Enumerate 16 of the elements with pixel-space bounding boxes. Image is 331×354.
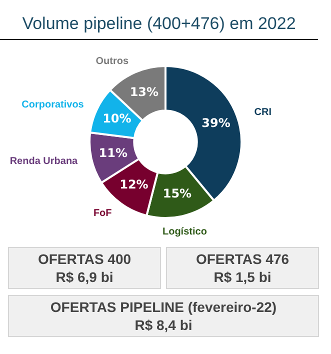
chart-title: Volume pipeline (400+476) em 2022	[0, 14, 318, 40]
data-label: 13%	[130, 84, 159, 99]
slice-label: Corporativos	[22, 99, 84, 110]
text: OFERTAS PIPELINE (fevereiro-22) R$ 8,4 bi	[9, 298, 318, 334]
slice-label: Outros	[96, 56, 129, 67]
text: OFERTAS 400 R$ 6,9 bi	[9, 250, 160, 286]
data-label: 11%	[98, 146, 128, 160]
slice-label: Logístico	[162, 226, 207, 238]
slice-label: FoF	[93, 208, 112, 219]
data-label: 12%	[120, 178, 148, 192]
slice-label: CRI	[254, 106, 272, 118]
slice-label: Renda Urbana	[10, 156, 78, 167]
data-label: 15%	[162, 186, 192, 201]
text: OFERTAS 476 R$ 1,5 bi	[167, 250, 318, 286]
data-label: 10%	[102, 111, 132, 126]
data-label: 39%	[202, 116, 230, 130]
